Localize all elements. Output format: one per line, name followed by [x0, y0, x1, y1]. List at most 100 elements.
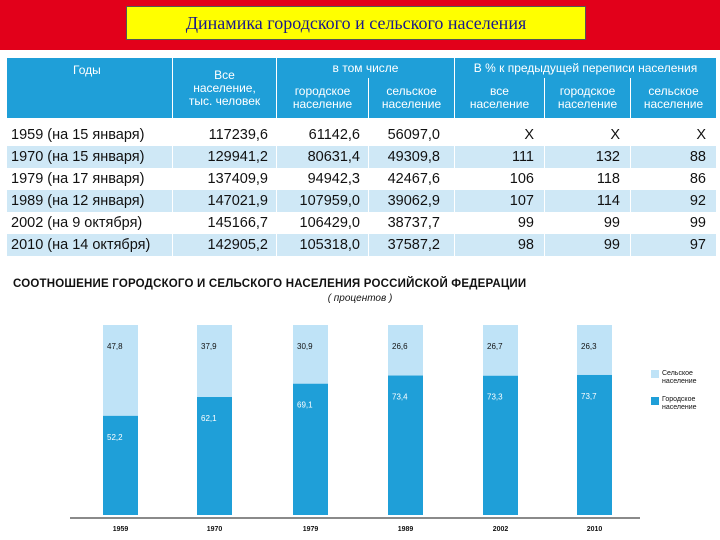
- label-rural: 26,7: [487, 342, 503, 351]
- cell-pct-rural: 88: [631, 146, 717, 168]
- bar-rural: [293, 325, 328, 384]
- label-urban: 69,1: [297, 401, 313, 410]
- cell-year: 1970 (на 15 января): [7, 146, 173, 168]
- cell-pct-rural: 97: [631, 234, 717, 256]
- legend-swatch-urban: [651, 397, 659, 405]
- tick-label: 1959: [113, 526, 129, 533]
- header-incl: в том числе: [277, 58, 455, 78]
- header-total: Все население, тыс. человек: [173, 58, 277, 118]
- title-box: Динамика городского и сельского населени…: [126, 6, 586, 40]
- bar-rural: [103, 325, 138, 416]
- bar-rural: [483, 325, 518, 376]
- legend-swatch-rural: [651, 370, 659, 378]
- cell-rural: 42467,6: [369, 168, 455, 190]
- label-urban: 73,7: [581, 392, 597, 401]
- cell-urban: 105318,0: [277, 234, 369, 256]
- legend-label-urban-2: население: [662, 404, 697, 411]
- bar-rural: [388, 325, 423, 376]
- cell-rural: 38737,7: [369, 212, 455, 234]
- cell-urban: 94942,3: [277, 168, 369, 190]
- cell-pct-rural: 86: [631, 168, 717, 190]
- table-row: 1959 (на 15 января) 117239,6 61142,6 560…: [7, 124, 717, 146]
- cell-total: 117239,6: [173, 124, 277, 146]
- table-row: 2010 (на 14 октября) 142905,2 105318,0 3…: [7, 234, 717, 256]
- cell-total: 142905,2: [173, 234, 277, 256]
- table-row: 1979 (на 17 января) 137409,9 94942,3 424…: [7, 168, 717, 190]
- cell-pct-urban: 114: [545, 190, 631, 212]
- cell-pct-rural: 99: [631, 212, 717, 234]
- label-urban: 52,2: [107, 433, 123, 442]
- cell-pct-urban: 99: [545, 212, 631, 234]
- cell-urban: 80631,4: [277, 146, 369, 168]
- bar-urban: [388, 375, 423, 515]
- header-pct-rural: сельское население: [631, 78, 717, 118]
- header-urban: городское население: [277, 78, 369, 118]
- bar-urban: [293, 383, 328, 515]
- label-rural: 26,6: [392, 342, 408, 351]
- cell-total: 129941,2: [173, 146, 277, 168]
- cell-rural: 37587,2: [369, 234, 455, 256]
- header-years: Годы: [7, 58, 173, 118]
- bar-urban: [103, 415, 138, 515]
- table-spacer: [7, 118, 717, 124]
- bar-urban: [483, 375, 518, 515]
- tick-label: 1979: [303, 526, 319, 533]
- bar-urban: [197, 397, 232, 515]
- cell-pct-rural: X: [631, 124, 717, 146]
- table-row: 1970 (на 15 января) 129941,2 80631,4 493…: [7, 146, 717, 168]
- label-rural: 47,8: [107, 342, 123, 351]
- cell-pct-total: 98: [455, 234, 545, 256]
- cell-year: 1989 (на 12 января): [7, 190, 173, 212]
- cell-pct-total: X: [455, 124, 545, 146]
- bar-rural: [577, 325, 612, 375]
- cell-pct-rural: 92: [631, 190, 717, 212]
- cell-pct-total: 99: [455, 212, 545, 234]
- cell-pct-urban: 132: [545, 146, 631, 168]
- legend-label-rural-2: население: [662, 378, 697, 385]
- cell-pct-urban: 99: [545, 234, 631, 256]
- label-rural: 30,9: [297, 342, 313, 351]
- cell-urban: 61142,6: [277, 124, 369, 146]
- cell-year: 2010 (на 14 октября): [7, 234, 173, 256]
- cell-year: 1959 (на 15 января): [7, 124, 173, 146]
- bar-urban: [577, 374, 612, 515]
- table-row: 2002 (на 9 октября) 145166,7 106429,0 38…: [7, 212, 717, 234]
- tick-label: 2002: [493, 526, 509, 533]
- cell-total: 147021,9: [173, 190, 277, 212]
- legend-label-rural: Сельское: [662, 370, 693, 377]
- cell-urban: 107959,0: [277, 190, 369, 212]
- label-urban: 62,1: [201, 414, 217, 423]
- cell-pct-total: 107: [455, 190, 545, 212]
- cell-pct-total: 106: [455, 168, 545, 190]
- tick-label: 1989: [398, 526, 414, 533]
- cell-total: 137409,9: [173, 168, 277, 190]
- cell-pct-total: 111: [455, 146, 545, 168]
- cell-pct-urban: 118: [545, 168, 631, 190]
- header-pct: В % к предыдущей переписи населения: [455, 58, 717, 78]
- cell-rural: 39062,9: [369, 190, 455, 212]
- table-row: 1989 (на 12 января) 147021,9 107959,0 39…: [7, 190, 717, 212]
- cell-year: 2002 (на 9 октября): [7, 212, 173, 234]
- cell-year: 1979 (на 17 января): [7, 168, 173, 190]
- cell-rural: 56097,0: [369, 124, 455, 146]
- label-urban: 73,4: [392, 393, 408, 402]
- legend-label-urban: Городское: [662, 396, 695, 403]
- cell-rural: 49309,8: [369, 146, 455, 168]
- tick-label: 1970: [207, 526, 223, 533]
- header-pct-all: все население: [455, 78, 545, 118]
- page-title: Динамика городского и сельского населени…: [185, 12, 527, 33]
- label-urban: 73,3: [487, 393, 503, 402]
- chart-title: СООТНОШЕНИЕ ГОРОДСКОГО И СЕЛЬСКОГО НАСЕЛ…: [13, 278, 527, 290]
- label-rural: 26,3: [581, 342, 597, 351]
- cell-total: 145166,7: [173, 212, 277, 234]
- cell-pct-urban: X: [545, 124, 631, 146]
- header-rural: сельское население: [369, 78, 455, 118]
- cell-urban: 106429,0: [277, 212, 369, 234]
- bar-rural: [197, 325, 232, 398]
- population-table: Годы Все население, тыс. человек в том ч…: [7, 58, 717, 256]
- tick-label: 2010: [587, 526, 603, 533]
- header-pct-urban: городское население: [545, 78, 631, 118]
- label-rural: 37,9: [201, 342, 217, 351]
- chart-subtitle: ( процентов ): [327, 293, 393, 304]
